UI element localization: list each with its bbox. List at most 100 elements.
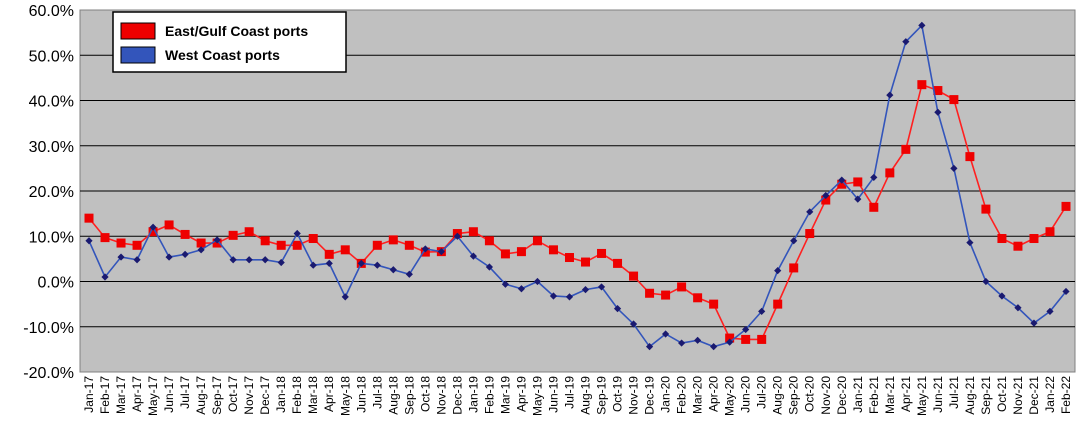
series-west-coast (85, 21, 1070, 351)
data-point (837, 179, 847, 189)
data-point (164, 220, 174, 230)
data-point (629, 320, 638, 328)
data-point (949, 95, 959, 105)
x-tick-label: Mar-21 (883, 376, 897, 414)
data-point (645, 343, 654, 351)
x-tick-label: Aug-21 (963, 376, 977, 415)
gridlines (80, 54, 1075, 328)
data-point (149, 223, 157, 231)
x-tick-label: Apr-21 (899, 376, 913, 412)
x-tick-label: Aug-20 (771, 376, 785, 415)
x-tick-label: Mar-17 (114, 376, 128, 414)
x-tick-label: Dec-18 (450, 376, 464, 415)
data-point (917, 80, 927, 90)
data-point (982, 277, 990, 286)
data-point (645, 288, 655, 298)
x-tick-label: Dec-20 (835, 376, 849, 415)
data-point (693, 293, 703, 303)
x-tick-label: Dec-17 (258, 376, 272, 415)
data-point (405, 270, 413, 278)
x-tick-label: Mar-19 (498, 376, 512, 414)
data-point (661, 290, 671, 300)
x-tick-label: May-21 (915, 376, 929, 416)
data-point (261, 256, 269, 264)
data-point (229, 256, 237, 264)
data-point (532, 236, 542, 246)
x-tick-label: Aug-17 (194, 376, 208, 415)
x-tick-label: Oct-20 (803, 376, 817, 412)
x-tick-label: Oct-21 (995, 376, 1009, 412)
x-tick-label: Oct-18 (418, 376, 432, 412)
x-tick-label: Jan-17 (82, 376, 96, 413)
x-tick-label: Feb-19 (482, 376, 496, 414)
data-point (869, 202, 879, 212)
data-point (453, 232, 461, 240)
data-point (244, 227, 254, 237)
data-point (324, 249, 334, 259)
y-tick-label: 20.0% (29, 184, 74, 201)
data-point (564, 253, 574, 263)
legend: East/Gulf Coast ports West Coast ports (112, 11, 347, 73)
data-point (885, 168, 895, 178)
y-tick-label: 40.0% (29, 94, 74, 111)
y-tick-label: 60.0% (29, 3, 74, 20)
x-tick-label: Jan-22 (1043, 376, 1057, 413)
x-tick-label: May-17 (146, 376, 160, 416)
x-tick-label: Jul-20 (755, 376, 769, 409)
data-point (197, 246, 205, 254)
data-point (677, 282, 687, 292)
x-tick-label: May-19 (530, 376, 544, 416)
data-point (758, 307, 766, 315)
x-tick-label: Feb-18 (290, 376, 304, 414)
x-tick-label: Jan-18 (274, 376, 288, 413)
data-point (1046, 307, 1054, 315)
series-east-gulf (84, 80, 1071, 344)
data-point (709, 299, 719, 309)
data-point (997, 234, 1007, 244)
x-tick-label: May-18 (338, 376, 352, 416)
data-point (902, 38, 910, 46)
x-tick-label: Apr-19 (514, 376, 528, 412)
data-point (260, 236, 270, 246)
data-point (629, 271, 639, 281)
data-point (886, 91, 894, 99)
x-tick-label: Jun-18 (354, 376, 368, 413)
data-point (196, 238, 206, 248)
x-tick-label: Nov-21 (1011, 376, 1025, 415)
data-point (404, 240, 414, 250)
series-group (84, 21, 1071, 351)
data-point (100, 233, 110, 243)
legend-swatch-west-coast (120, 46, 156, 64)
data-point (340, 245, 350, 255)
x-tick-label: Jun-21 (931, 376, 945, 413)
data-point (613, 258, 623, 268)
data-point (790, 237, 798, 245)
x-tick-label: Jul-17 (178, 376, 192, 409)
x-tick-label: Sep-17 (210, 376, 224, 415)
x-tick-label: Mar-18 (306, 376, 320, 414)
x-tick-label: Oct-17 (226, 376, 240, 412)
data-point (710, 343, 718, 351)
data-point (500, 249, 510, 259)
x-tick-label: Nov-19 (627, 376, 641, 415)
x-tick-label: May-20 (723, 376, 737, 416)
x-tick-label: Apr-18 (322, 376, 336, 412)
data-point (180, 229, 190, 239)
data-point (516, 247, 526, 257)
data-point (741, 334, 751, 344)
x-tick-label: Aug-19 (579, 376, 593, 415)
x-tick-label: Feb-20 (675, 376, 689, 414)
data-point (597, 248, 607, 258)
data-point (101, 273, 109, 281)
data-point (581, 286, 590, 294)
y-tick-label: 30.0% (29, 139, 74, 156)
data-point (694, 336, 702, 344)
x-tick-label: Feb-17 (98, 376, 112, 414)
x-tick-label: Oct-19 (611, 376, 625, 412)
data-point (757, 334, 767, 344)
x-tick-label: Nov-20 (819, 376, 833, 415)
data-point (789, 263, 799, 273)
data-point (1030, 319, 1038, 327)
data-point (725, 333, 735, 343)
data-point (389, 266, 397, 274)
